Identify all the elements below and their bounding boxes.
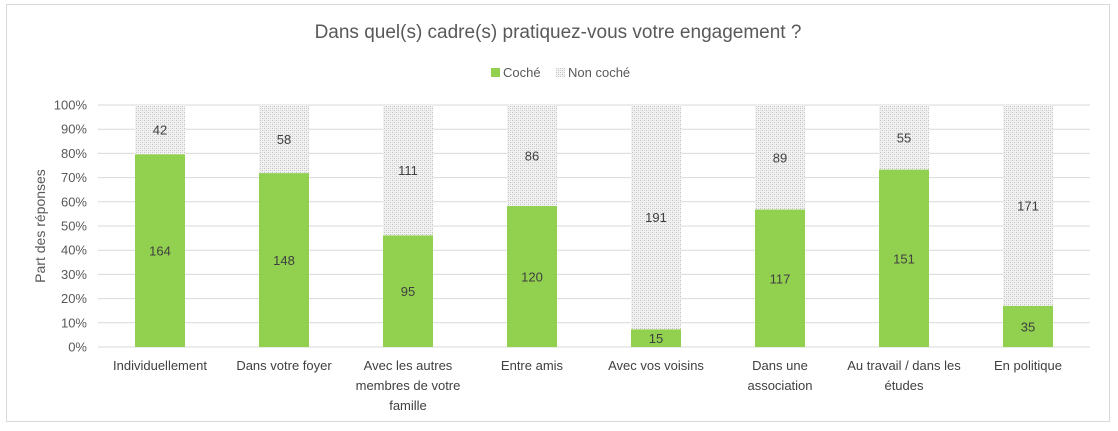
y-tick-label: 80% xyxy=(61,146,87,161)
legend: Coché Non coché xyxy=(491,65,630,80)
gridlines xyxy=(98,104,1090,348)
x-category-label: Au travail / dans les xyxy=(847,358,961,373)
data-label-coche: 35 xyxy=(1021,319,1035,334)
data-label-coche: 120 xyxy=(521,270,543,285)
bar-coche xyxy=(879,169,929,347)
data-label-coche: 117 xyxy=(770,271,791,286)
bar-coche xyxy=(1003,305,1053,347)
x-category-label: Individuellement xyxy=(113,358,207,373)
bar-non-coche xyxy=(631,105,681,330)
bar-non-coche xyxy=(1003,105,1053,306)
x-category-label: En politique xyxy=(994,358,1062,373)
chart-title: Dans quel(s) cadre(s) pratiquez-vous vot… xyxy=(315,22,802,43)
legend-swatch xyxy=(491,68,500,77)
y-axis-ticks: 0% 10% 20% 30% 40% 50% 60% 70% 80% 90% 100% xyxy=(54,98,88,355)
data-label-non-coche: 86 xyxy=(525,149,539,164)
data-label-non-coche: 111 xyxy=(398,163,418,178)
y-tick-label: 10% xyxy=(61,315,87,330)
y-tick-label: 90% xyxy=(61,122,87,137)
legend-label: Non coché xyxy=(568,65,630,80)
y-axis-label: Part des réponses xyxy=(32,169,48,283)
bar-coche xyxy=(507,206,557,347)
x-category-label: Entre amis xyxy=(501,358,564,373)
y-tick-label: 50% xyxy=(61,219,87,234)
bar-non-coche xyxy=(135,105,185,155)
bar-coche xyxy=(135,154,185,347)
y-tick-label: 20% xyxy=(61,291,87,306)
data-label-non-coche: 58 xyxy=(277,132,291,147)
bar-non-coche xyxy=(507,105,557,207)
data-label-coche: 95 xyxy=(401,284,415,299)
bar-coche xyxy=(755,209,805,347)
x-category-label: association xyxy=(747,378,812,393)
bar-non-coche xyxy=(259,105,309,174)
data-label-non-coche: 89 xyxy=(773,150,787,165)
y-tick-label: 40% xyxy=(61,243,87,258)
y-tick-label: 30% xyxy=(61,267,87,282)
data-label-coche: 15 xyxy=(649,331,663,346)
legend-swatch xyxy=(556,68,565,77)
y-tick-label: 70% xyxy=(61,170,87,185)
data-label-non-coche: 42 xyxy=(153,123,167,138)
bar-non-coche xyxy=(383,105,433,236)
data-label-coche: 151 xyxy=(893,251,915,266)
x-axis-categories: Individuellement Dans votre foyer Avec les… xyxy=(113,358,1062,413)
bar-coche xyxy=(631,329,681,347)
x-category-label: Avec les autres xyxy=(364,358,453,373)
data-label-non-coche: 55 xyxy=(897,130,911,145)
x-category-label: Avec vos voisins xyxy=(608,358,704,373)
bar-non-coche xyxy=(755,105,805,210)
bars: 164 42 148 58 95 111 120 86 15 191 117 89 151 55 35 171 xyxy=(135,105,1053,347)
y-tick-label: 100% xyxy=(54,98,88,113)
x-category-label: membres de votre xyxy=(356,378,461,393)
legend-label: Coché xyxy=(503,65,541,80)
bar-non-coche xyxy=(879,105,929,170)
bar-coche xyxy=(259,173,309,347)
x-category-label: famille xyxy=(389,398,427,413)
data-label-non-coche: 171 xyxy=(1017,198,1039,213)
data-label-coche: 148 xyxy=(273,253,295,268)
y-tick-label: 0% xyxy=(68,340,87,355)
data-label-coche: 164 xyxy=(149,244,171,259)
data-label-non-coche: 191 xyxy=(645,210,667,225)
x-category-label: Dans votre foyer xyxy=(236,358,332,373)
x-category-label: études xyxy=(884,378,924,393)
y-tick-label: 60% xyxy=(61,194,87,209)
bar-coche xyxy=(383,235,433,347)
x-category-label: Dans une xyxy=(752,358,808,373)
